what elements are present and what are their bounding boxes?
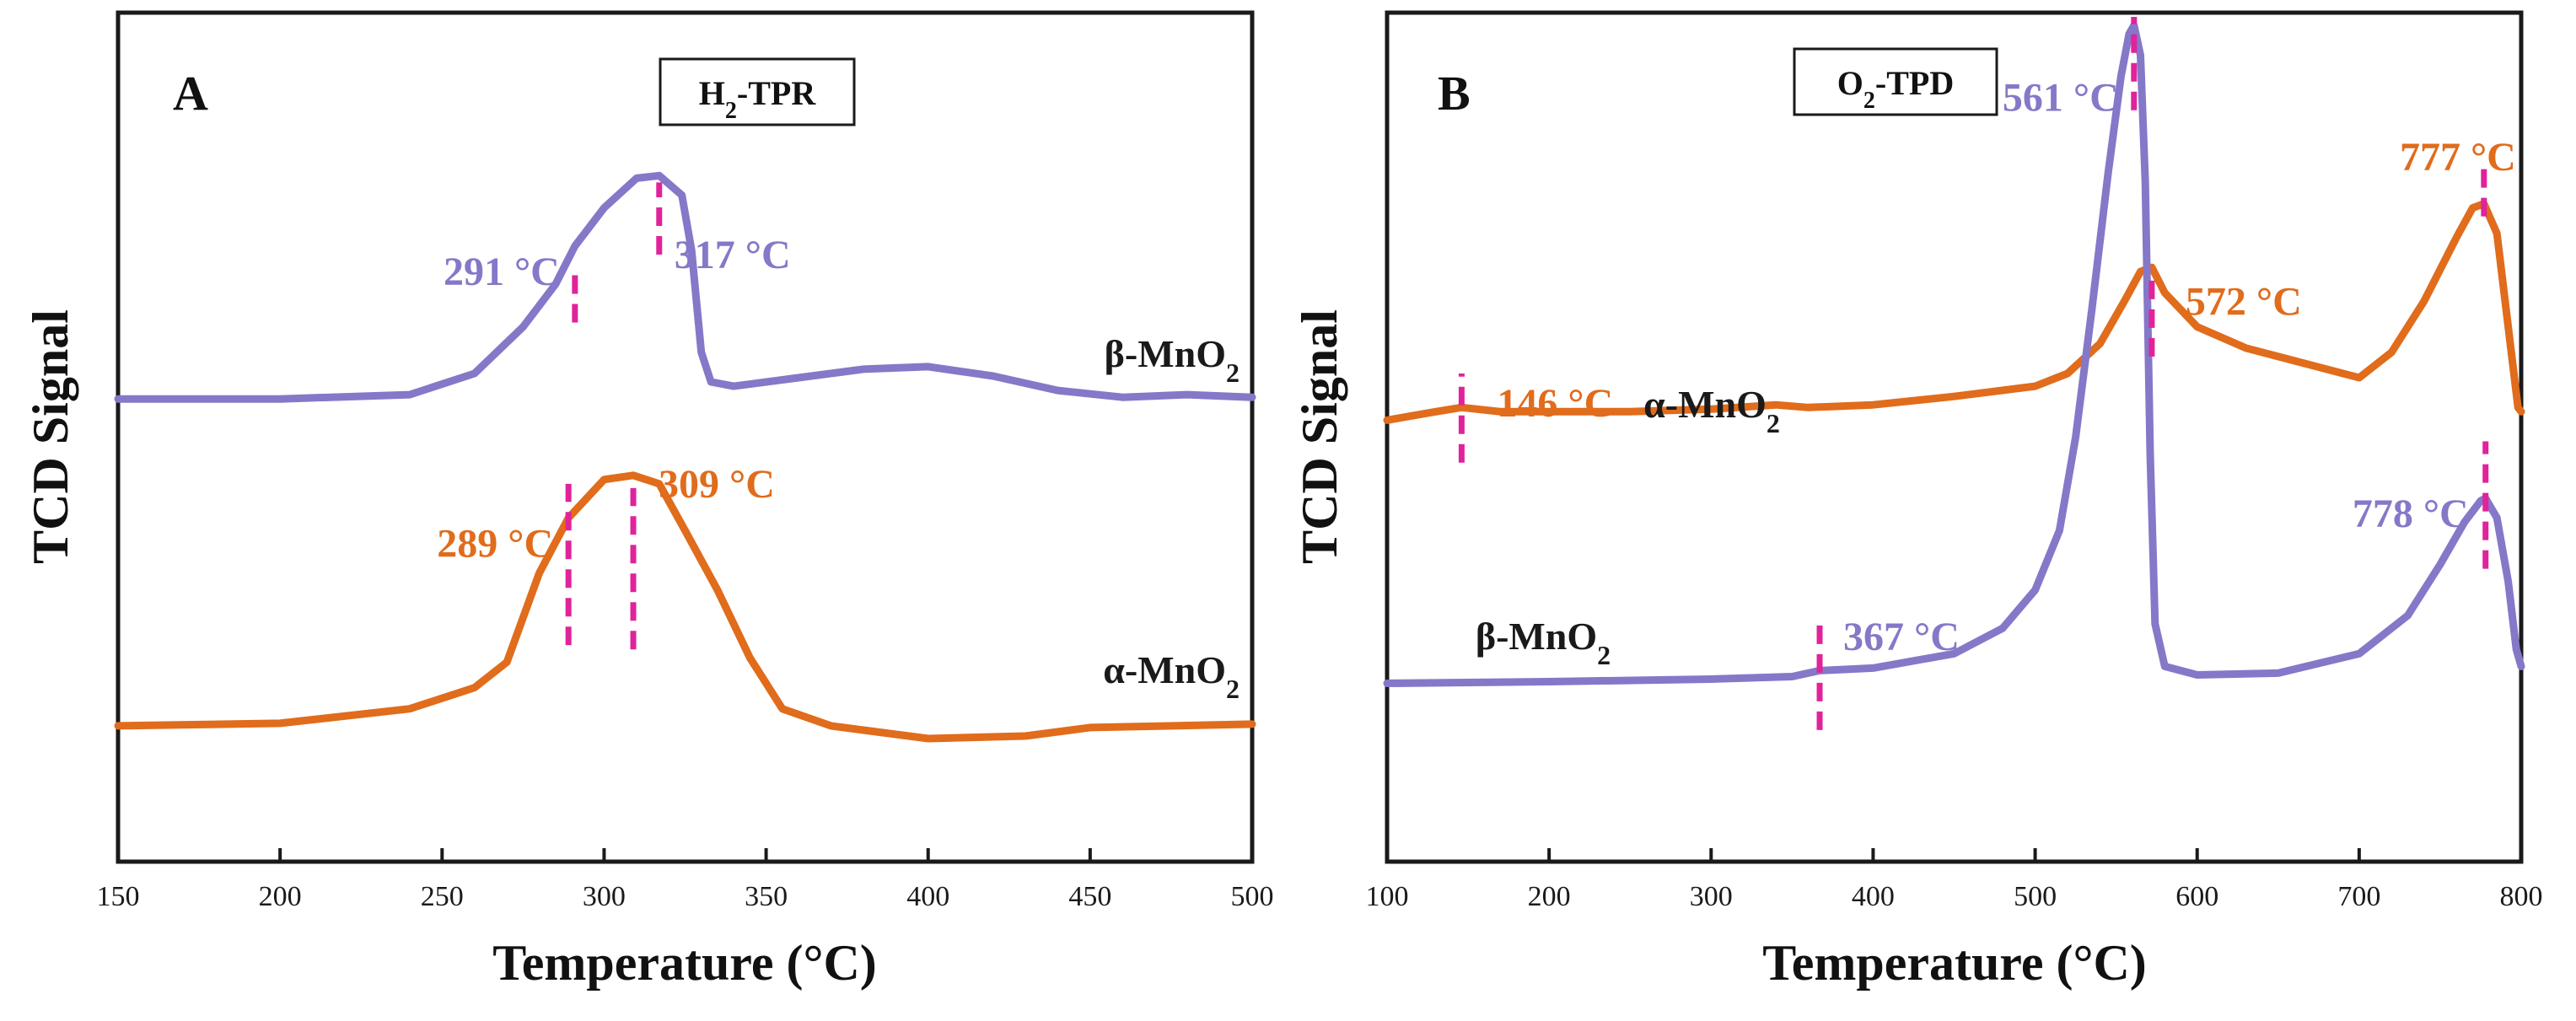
- annotations-a: 291 °C 317 °C 289 °C 309 °C: [437, 182, 791, 650]
- x-tick-label: 200: [1528, 881, 1571, 912]
- series-label-b-beta: β-MnO2: [1476, 615, 1611, 670]
- x-tick-label: 400: [906, 881, 949, 912]
- x-tick-label: 700: [2337, 881, 2380, 912]
- x-tick-label: 350: [745, 881, 788, 912]
- chart-title-a: H2-TPR: [699, 74, 817, 124]
- peak-annotation-label: 367 °C: [1843, 615, 1960, 659]
- peak-annotation-label: 291 °C: [444, 250, 560, 294]
- chart-title-b: O2-TPD: [1837, 64, 1954, 114]
- x-tick-label: 150: [97, 881, 140, 912]
- x-tick-label: 600: [2175, 881, 2218, 912]
- x-ticks-b: 100 200 300 400 500 600 700 800: [1366, 848, 2543, 912]
- x-ticks-a: 150 200 250 300 350 400 450 500: [97, 848, 1274, 912]
- panel-letter-b: B: [1438, 66, 1471, 121]
- series-label-a-alpha: α-MnO2: [1103, 648, 1240, 704]
- x-tick-label: 500: [2014, 881, 2057, 912]
- x-tick-label: 250: [421, 881, 464, 912]
- peak-annotation-label: 146 °C: [1497, 381, 1613, 426]
- chart-title-box-b: [1793, 47, 1998, 116]
- annotations-b: 146 °C 572 °C 777 °C 367 °C 561 °C 778 °C: [1458, 17, 2516, 730]
- plot-frame-b: [1385, 10, 2524, 864]
- peak-annotation-label: 309 °C: [659, 462, 775, 507]
- panel-a: A H2-TPR TCD Signal Temperature (°C) 150…: [23, 10, 1274, 991]
- peak-annotation-label: 561 °C: [2003, 76, 2119, 121]
- series-label-a-beta: β-MnO2: [1105, 332, 1240, 388]
- peak-annotation-label: 777 °C: [2400, 135, 2516, 180]
- x-axis-label-a: Temperature (°C): [492, 935, 877, 991]
- x-tick-label: 300: [583, 881, 626, 912]
- peak-annotation-label: 778 °C: [2353, 492, 2469, 536]
- x-tick-label: 450: [1068, 881, 1111, 912]
- x-tick-label: 200: [259, 881, 302, 912]
- peak-annotation-label: 289 °C: [437, 521, 553, 566]
- x-tick-label: 400: [1852, 881, 1895, 912]
- x-axis-label-b: Temperature (°C): [1762, 935, 2147, 991]
- x-tick-label: 500: [1231, 881, 1274, 912]
- series-group-b: [1383, 21, 2525, 687]
- series-label-b-alpha: α-MnO2: [1643, 383, 1780, 438]
- peak-annotation-label: 317 °C: [675, 233, 791, 277]
- x-tick-label: 800: [2500, 881, 2543, 912]
- y-axis-label-b: TCD Signal: [1292, 309, 1347, 564]
- panel-letter-a: A: [173, 66, 208, 121]
- y-axis-label-a: TCD Signal: [23, 309, 78, 564]
- series-group-a: [114, 171, 1256, 743]
- plot-frame-a: [116, 10, 1255, 864]
- x-tick-label: 100: [1366, 881, 1409, 912]
- chart-title-box-a: [659, 57, 856, 126]
- peak-annotation-label: 572 °C: [2186, 279, 2302, 324]
- series-line-a-alpha: [114, 471, 1256, 743]
- series-line-a-beta: [114, 171, 1256, 403]
- series-line-b-beta: [1383, 21, 2525, 687]
- panel-b: B O2-TPD TCD Signal Temperature (°C) 100…: [1292, 10, 2543, 991]
- x-tick-label: 300: [1690, 881, 1733, 912]
